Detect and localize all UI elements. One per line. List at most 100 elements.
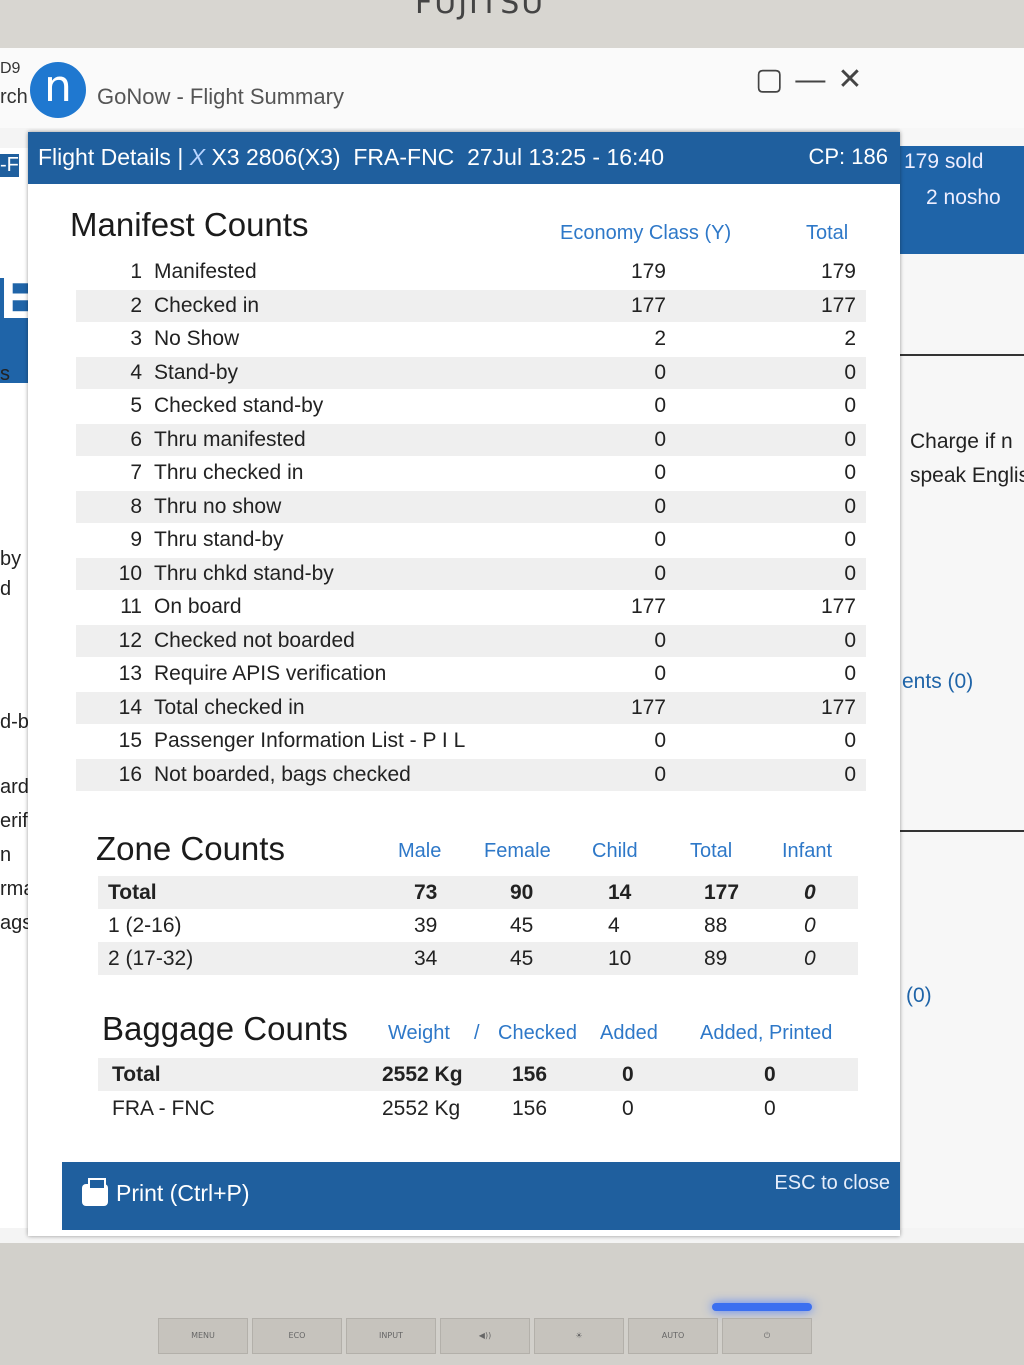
maximize-icon[interactable]: ▢ (755, 63, 790, 96)
table-row: 2 Checked in 177 177 (76, 289, 866, 322)
economy-value: 0 (654, 762, 666, 786)
row-label: Checked not boarded (154, 628, 355, 652)
zone-col-total: Total (690, 840, 733, 862)
total-value: 2 (844, 327, 856, 350)
monitor-power-button[interactable]: ⏻ (722, 1318, 812, 1354)
zone-label: 2 (17-32) (108, 947, 194, 970)
background-window-right: 179 sold 2 nosho Charge if n speak Engli… (900, 128, 1024, 1228)
total-value: 179 (820, 260, 856, 283)
divider (900, 354, 1024, 356)
print-label: Print (Ctrl+P) (116, 1180, 250, 1206)
flight-datetime: 27Jul 13:25 - 16:40 (467, 144, 665, 170)
dialog-body: Manifest Counts Economy Class (Y) Total … (28, 184, 900, 1154)
total-value: 0 (844, 461, 856, 484)
monitor-brand: FUJITSU (415, 0, 546, 21)
total-value: 89 (704, 947, 728, 970)
total-value: 177 (704, 881, 740, 904)
table-row: 6 Thru manifested 0 0 (76, 423, 866, 456)
row-label: Stand-by (154, 360, 239, 384)
bg-left-text: s (0, 363, 10, 385)
flight-number: X3 2806(X3) (211, 144, 341, 170)
economy-value: 179 (630, 260, 666, 283)
row-number: 1 (130, 260, 142, 283)
row-number: 5 (130, 394, 142, 417)
table-row: 10 Thru chkd stand-by 0 0 (76, 557, 866, 590)
male-value: 39 (414, 914, 438, 937)
table-row: 15 Passenger Information List - P I L 0 0 (76, 725, 866, 757)
checked-value: 156 (512, 1097, 548, 1120)
bg-left-banner (0, 278, 30, 383)
row-number: 16 (118, 762, 142, 786)
row-label: On board (154, 595, 242, 618)
background-window-left: -F E s by d d-by arde erific n rmat ags … (0, 148, 48, 1228)
row-label: No Show (154, 327, 240, 350)
table-row: 5 Checked stand-by 0 0 (76, 390, 866, 422)
bg-ents-link[interactable]: ents (0) (902, 670, 974, 693)
table-row: 3 No Show 2 2 (76, 323, 866, 355)
total-value: 0 (844, 561, 856, 585)
row-label: Require APIS verification (154, 662, 387, 685)
weight-value: 2552 Kg (382, 1063, 463, 1086)
economy-value: 0 (654, 561, 666, 585)
dialog-header: Flight Details | X X3 2806(X3) FRA-FNC 2… (28, 132, 900, 184)
zone-title: Zone Counts (96, 830, 285, 867)
zone-label: Total (108, 881, 157, 904)
print-button[interactable]: Print (Ctrl+P) (82, 1177, 250, 1207)
table-row: 1 (2-16) 39 45 4 88 0 (98, 909, 858, 942)
row-label: Not boarded, bags checked (154, 762, 411, 786)
total-value: 0 (844, 360, 856, 384)
bg-right-banner (900, 146, 1024, 254)
monitor-input-button[interactable]: INPUT (346, 1318, 436, 1354)
monitor-eco-button[interactable]: ECO (252, 1318, 342, 1354)
baggage-col-slash: / (474, 1022, 480, 1044)
monitor-auto-button[interactable]: AUTO (628, 1318, 718, 1354)
row-number: 14 (118, 695, 142, 719)
row-number: 10 (118, 561, 142, 585)
minimize-icon[interactable]: — (795, 63, 832, 96)
window-controls: ▢ — ✕ (755, 62, 875, 97)
row-label: Total checked in (154, 695, 305, 719)
baggage-col-weight: Weight (388, 1022, 450, 1044)
divider (900, 830, 1024, 832)
monitor-volume-button[interactable]: ◀)) (440, 1318, 530, 1354)
total-value: 177 (820, 595, 856, 618)
monitor-menu-button[interactable]: MENU (158, 1318, 248, 1354)
bg-left-text: d (0, 578, 12, 600)
row-number: 3 (130, 327, 142, 350)
row-number: 8 (130, 494, 142, 518)
row-number: 11 (120, 595, 142, 618)
table-row: 11 On board 177 177 (76, 591, 866, 623)
row-label: Thru no show (154, 494, 282, 518)
table-row: 8 Thru no show 0 0 (76, 490, 866, 523)
row-label: Passenger Information List - P I L (154, 729, 466, 752)
child-value: 4 (608, 914, 620, 937)
female-value: 90 (510, 881, 534, 904)
flight-details-dialog: Flight Details | X X3 2806(X3) FRA-FNC 2… (28, 132, 900, 1236)
monitor-bezel-top: FUJITSU (0, 0, 1024, 48)
close-icon[interactable]: ✕ (837, 63, 869, 96)
added-printed-value: 0 (764, 1097, 776, 1120)
economy-value: 177 (630, 293, 666, 317)
row-number: 2 (130, 293, 142, 317)
total-value: 0 (844, 662, 856, 685)
economy-value: 0 (654, 427, 666, 451)
route: FRA-FNC (353, 144, 455, 170)
app-logo: n (30, 62, 86, 118)
economy-value: 177 (630, 595, 666, 618)
row-number: 12 (118, 628, 142, 652)
total-value: 0 (844, 528, 856, 551)
monitor-brightness-button[interactable]: ☀ (534, 1318, 624, 1354)
infant-value: 0 (804, 914, 816, 937)
table-row: 9 Thru stand-by 0 0 (76, 524, 866, 556)
dialog-footer: Print (Ctrl+P) ESC to close (62, 1162, 900, 1230)
checked-value: 156 (512, 1063, 548, 1086)
child-value: 14 (608, 881, 632, 904)
male-value: 34 (414, 947, 438, 970)
economy-value: 0 (654, 394, 666, 417)
row-label: Thru checked in (154, 461, 304, 484)
economy-value: 2 (654, 327, 666, 350)
total-value: 177 (820, 293, 856, 317)
bg-zero-link[interactable]: (0) (906, 984, 932, 1007)
infant-value: 0 (804, 947, 816, 970)
baggage-col-checked: Checked (498, 1022, 577, 1044)
